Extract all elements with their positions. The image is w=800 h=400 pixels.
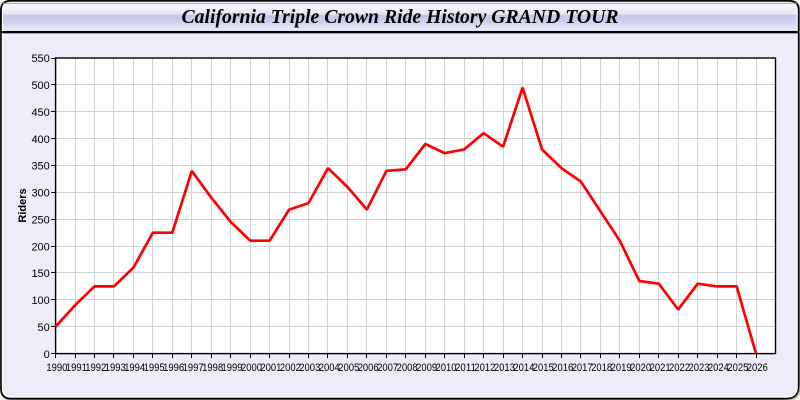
svg-text:2003: 2003 (299, 362, 320, 374)
svg-text:2000: 2000 (241, 362, 262, 374)
svg-text:2012: 2012 (474, 362, 495, 374)
svg-text:2014: 2014 (513, 362, 534, 374)
svg-text:2026: 2026 (747, 362, 768, 374)
svg-text:350: 350 (31, 161, 49, 173)
svg-text:2020: 2020 (630, 362, 651, 374)
svg-text:2005: 2005 (338, 362, 359, 374)
svg-text:2001: 2001 (260, 362, 281, 374)
svg-text:300: 300 (31, 188, 49, 200)
svg-text:2022: 2022 (669, 362, 690, 374)
svg-text:500: 500 (31, 80, 49, 92)
svg-text:2015: 2015 (533, 362, 554, 374)
svg-text:1996: 1996 (163, 362, 184, 374)
svg-text:2008: 2008 (397, 362, 418, 374)
svg-text:200: 200 (31, 241, 49, 253)
svg-text:2002: 2002 (280, 362, 301, 374)
svg-text:1998: 1998 (202, 362, 223, 374)
svg-text:400: 400 (31, 134, 49, 146)
svg-text:2004: 2004 (319, 362, 340, 374)
svg-text:2009: 2009 (416, 362, 437, 374)
svg-text:100: 100 (31, 295, 49, 307)
svg-text:2024: 2024 (708, 362, 729, 374)
svg-text:1991: 1991 (66, 362, 87, 374)
svg-text:1990: 1990 (46, 362, 67, 374)
svg-text:2010: 2010 (436, 362, 457, 374)
svg-text:1993: 1993 (105, 362, 126, 374)
svg-text:2018: 2018 (591, 362, 612, 374)
svg-text:2023: 2023 (689, 362, 710, 374)
svg-text:2016: 2016 (552, 362, 573, 374)
svg-text:California Triple Crown Ride H: California Triple Crown Ride History GRA… (182, 6, 619, 28)
svg-text:250: 250 (31, 214, 49, 226)
svg-text:0: 0 (44, 349, 50, 361)
svg-text:2006: 2006 (358, 362, 379, 374)
svg-text:1992: 1992 (85, 362, 106, 374)
svg-text:1997: 1997 (183, 362, 204, 374)
svg-text:2017: 2017 (572, 362, 593, 374)
svg-text:2021: 2021 (650, 362, 671, 374)
svg-text:1999: 1999 (222, 362, 243, 374)
svg-text:2025: 2025 (727, 362, 748, 374)
svg-text:450: 450 (31, 107, 49, 119)
svg-text:1994: 1994 (124, 362, 145, 374)
svg-text:2019: 2019 (611, 362, 632, 374)
svg-text:Riders: Riders (17, 188, 29, 222)
svg-text:2007: 2007 (377, 362, 398, 374)
svg-text:1995: 1995 (144, 362, 165, 374)
svg-text:2013: 2013 (494, 362, 515, 374)
svg-text:150: 150 (31, 268, 49, 280)
svg-text:550: 550 (31, 53, 49, 65)
svg-text:2011: 2011 (455, 362, 476, 374)
svg-text:50: 50 (38, 322, 50, 334)
